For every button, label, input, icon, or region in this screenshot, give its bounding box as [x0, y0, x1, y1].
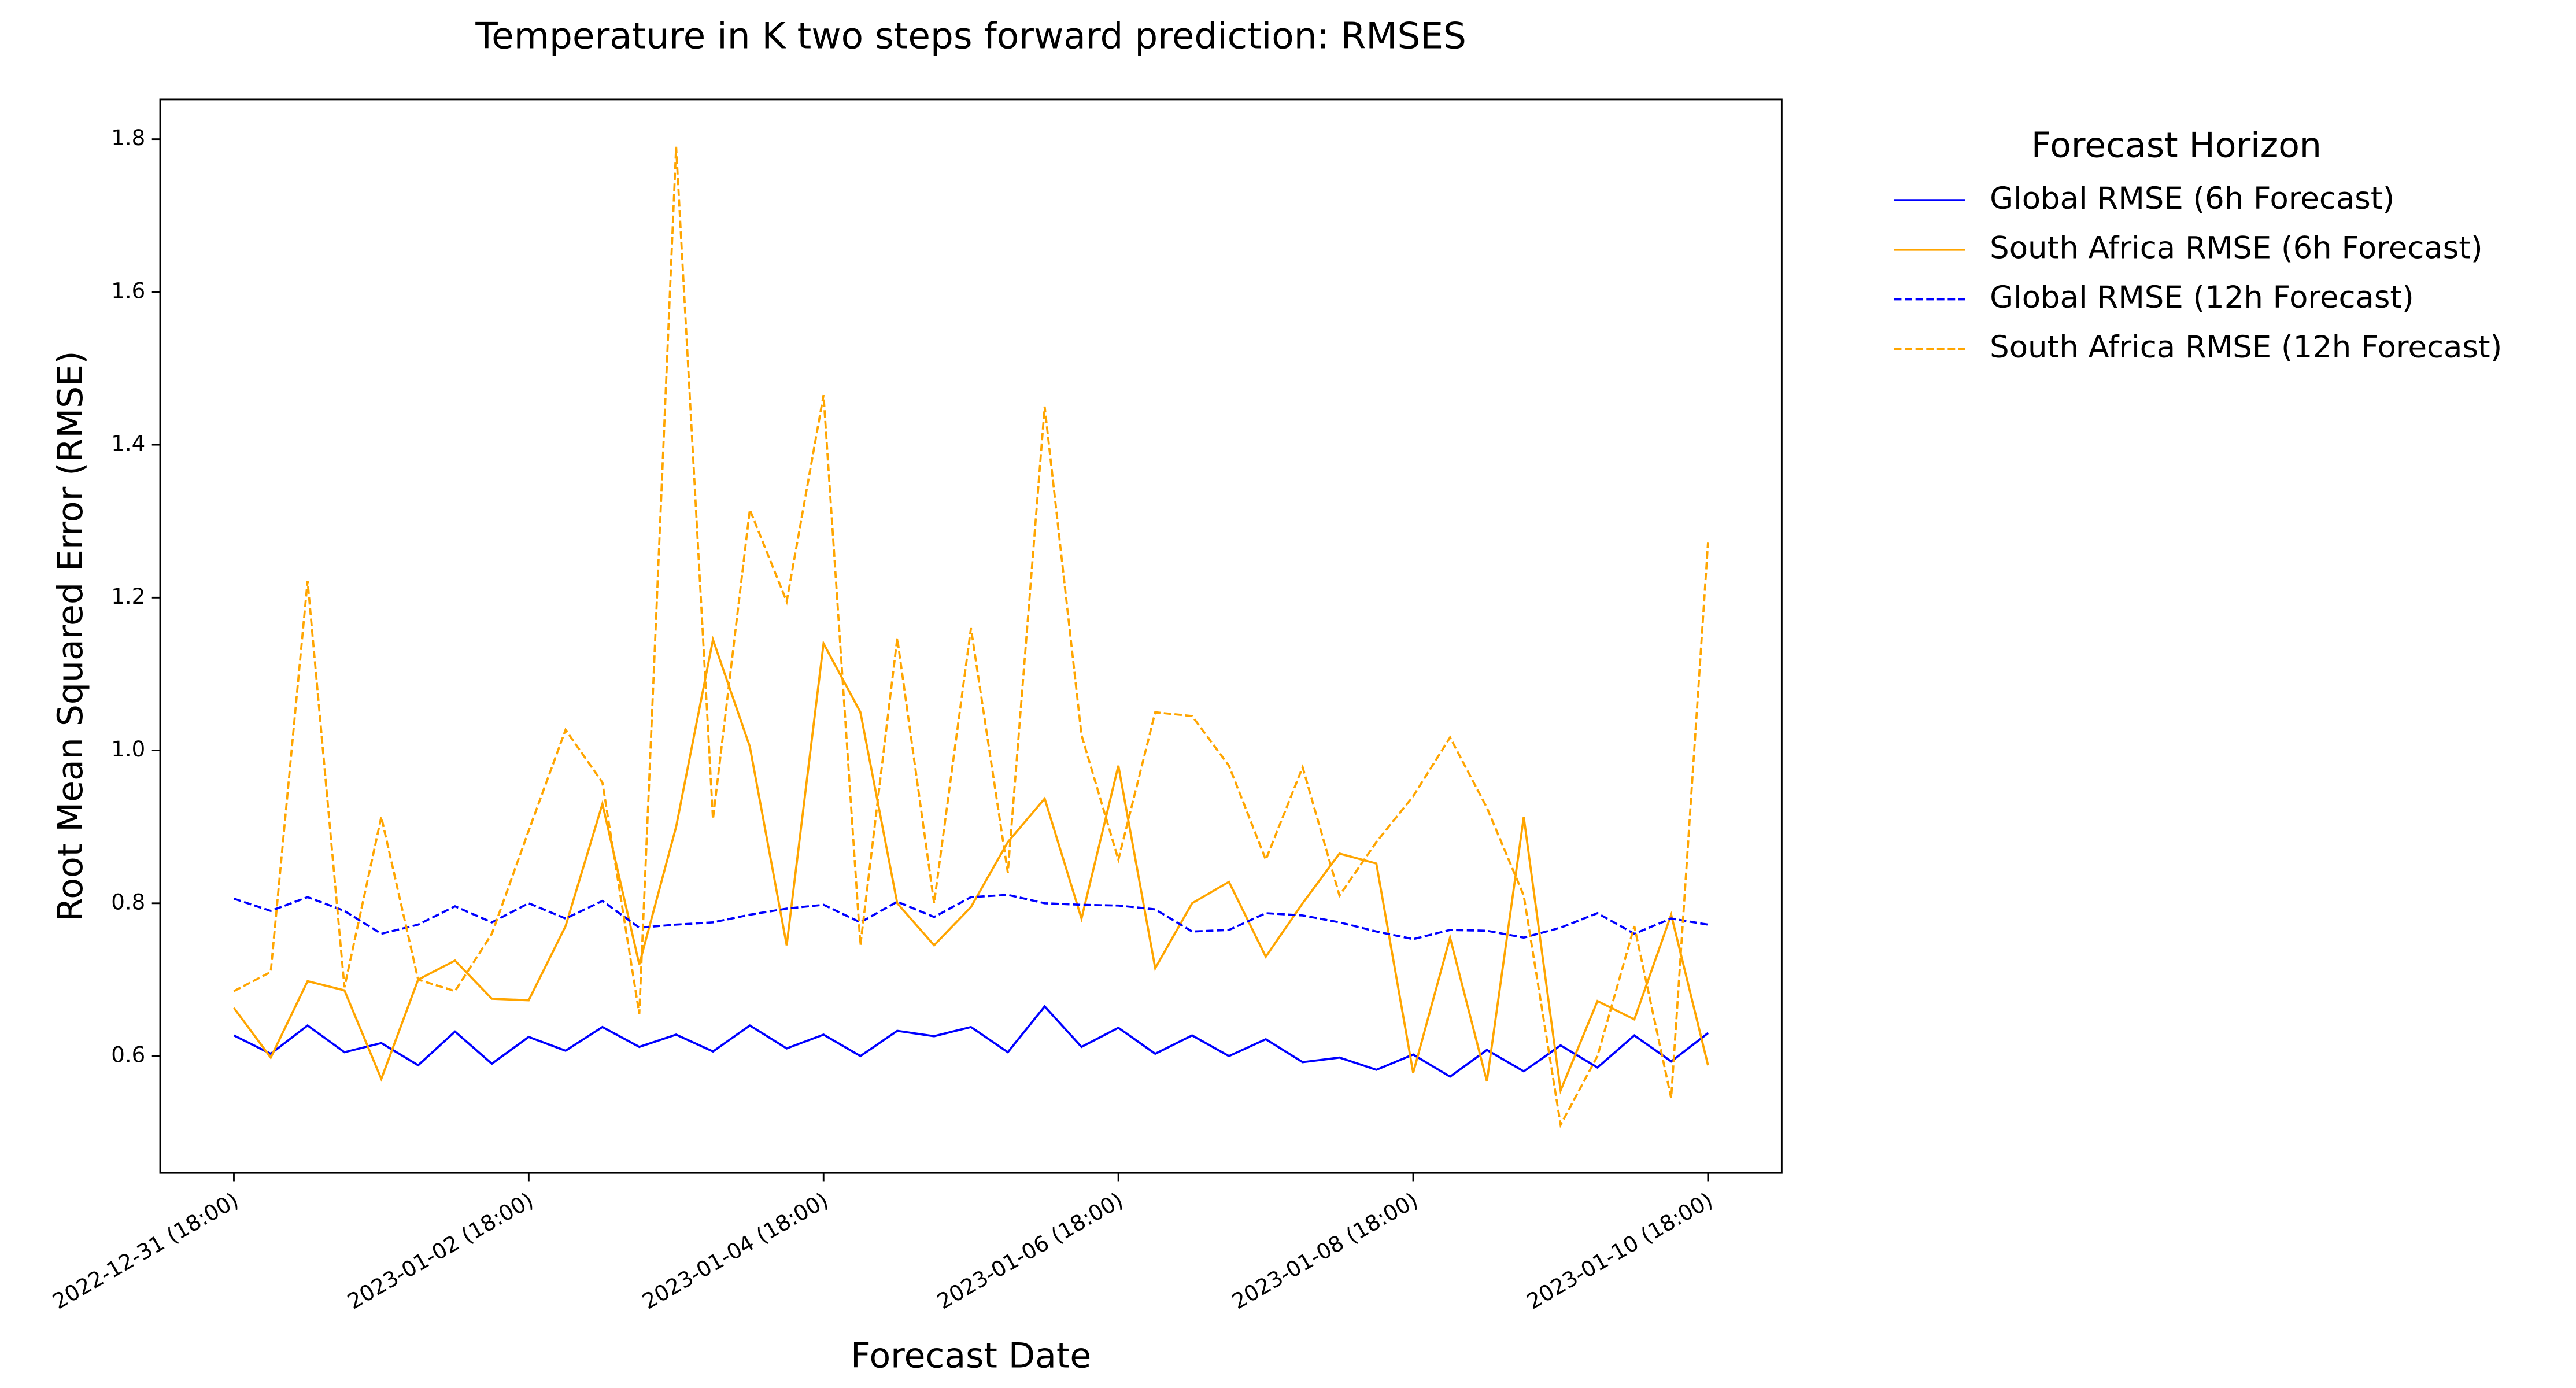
- y-tick-label: 0.6: [111, 1043, 145, 1068]
- legend-title: Forecast Horizon: [2031, 125, 2322, 165]
- y-tick-label: 1.4: [111, 431, 145, 456]
- y-axis-label: Root Mean Squared Error (RMSE): [50, 351, 91, 922]
- x-tick-label: 2023-01-08 (18:00): [1228, 1188, 1422, 1315]
- x-axis-label: Forecast Date: [851, 1336, 1091, 1376]
- plot-frame: [159, 98, 1783, 1174]
- y-tick-label: 1.2: [111, 584, 145, 609]
- legend-label: South Africa RMSE (6h Forecast): [1990, 230, 2482, 265]
- x-tick-label: 2023-01-10 (18:00): [1522, 1188, 1717, 1315]
- legend-label: Global RMSE (12h Forecast): [1990, 280, 2414, 315]
- y-tick-label: 1.8: [111, 125, 145, 150]
- y-tick-label: 1.0: [111, 737, 145, 762]
- y-tick-label: 0.8: [111, 889, 145, 914]
- series-line: [233, 146, 1709, 1128]
- x-tick-label: 2023-01-06 (18:00): [933, 1188, 1127, 1315]
- legend-label: South Africa RMSE (12h Forecast): [1990, 330, 2502, 365]
- series-line: [233, 635, 1709, 1095]
- y-tick-label: 1.6: [111, 278, 145, 303]
- x-tick-label: 2023-01-02 (18:00): [343, 1188, 538, 1315]
- x-tick-label: 2022-12-31 (18:00): [49, 1188, 243, 1315]
- series-line: [233, 1005, 1709, 1078]
- chart-title: Temperature in K two steps forward predi…: [475, 14, 1466, 57]
- x-tick-label: 2023-01-04 (18:00): [638, 1188, 833, 1315]
- legend-label: Global RMSE (6h Forecast): [1990, 181, 2394, 216]
- series-line: [233, 894, 1709, 940]
